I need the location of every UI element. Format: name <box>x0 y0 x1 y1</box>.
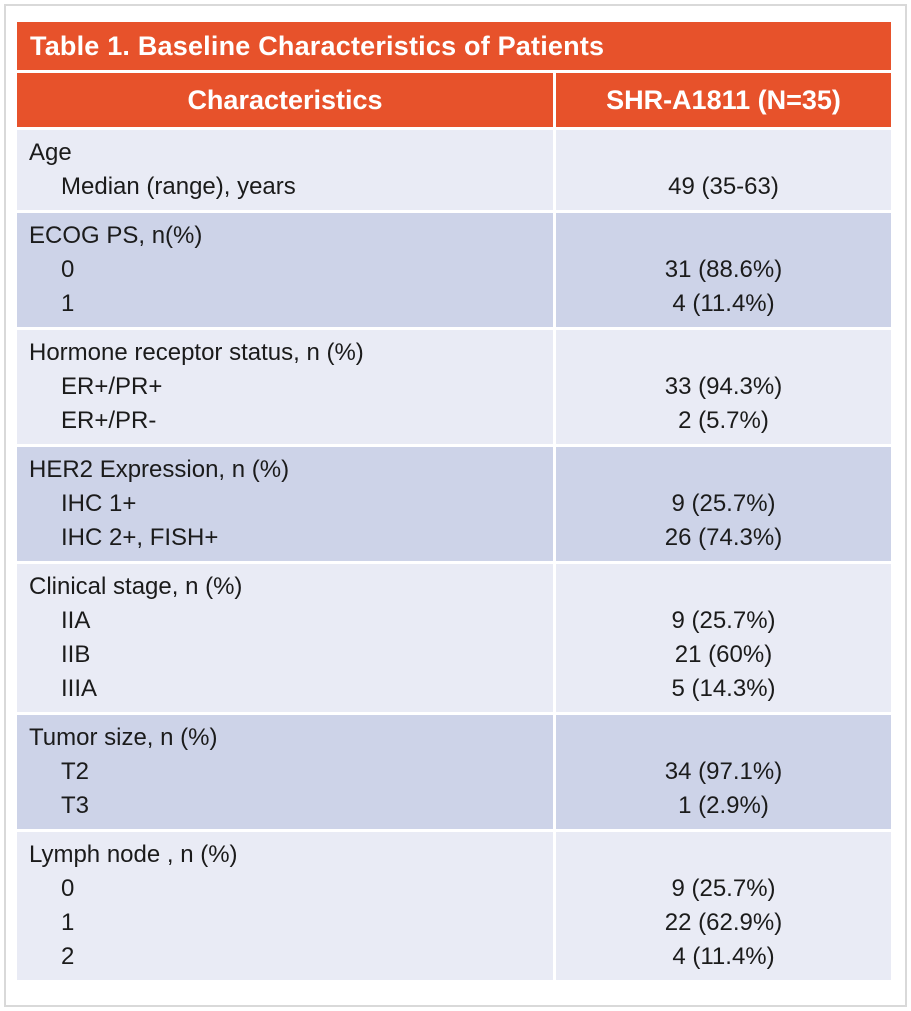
value-spacer <box>556 838 891 872</box>
table-section: Lymph node , n (%) 0 1 2 9 (25.7%) 22 (62.9%)… <box>17 832 891 980</box>
characteristic-column: Hormone receptor status, n (%) ER+/PR+ ER+… <box>17 330 553 444</box>
row-label: T3 <box>61 792 90 819</box>
section-label: HER2 Expression, n (%) <box>29 456 290 483</box>
table-section: ECOG PS, n(%) 0 1 31 (88.6%) 4 (11.4%) <box>17 213 891 327</box>
value-column: 9 (25.7%) 22 (62.9%) 4 (11.4%) <box>556 832 891 980</box>
value-column: 9 (25.7%) 21 (60%) 5 (14.3%) <box>556 564 891 712</box>
section-label: Clinical stage, n (%) <box>29 573 243 600</box>
row-value: 34 (97.1%) <box>664 758 783 785</box>
value-column: 31 (88.6%) 4 (11.4%) <box>556 213 891 327</box>
row-value: 49 (35-63) <box>668 173 779 200</box>
table-section: Tumor size, n (%) T2 T3 34 (97.1%) 1 (2.9%) <box>17 715 891 829</box>
section-label: Tumor size, n (%) <box>29 724 218 751</box>
row-label: IHC 1+ <box>61 490 137 517</box>
row-label: T2 <box>61 758 90 785</box>
section-label: ECOG PS, n(%) <box>29 222 203 249</box>
row-label: 1 <box>61 909 75 936</box>
characteristic-column: HER2 Expression, n (%) IHC 1+ IHC 2+, FISH… <box>17 447 553 561</box>
baseline-characteristics-table: Table 1. Baseline Characteristics of Pat… <box>17 22 891 980</box>
characteristic-column: Clinical stage, n (%) IIA IIB IIIA <box>17 564 553 712</box>
header-cell-characteristics: Characteristics <box>17 73 553 127</box>
row-label: IHC 2+, FISH+ <box>61 524 219 551</box>
table-body: Age Median (range), years 49 (35-63) ECOG P… <box>17 130 891 980</box>
row-label: ER+/PR+ <box>61 373 163 400</box>
table-section: HER2 Expression, n (%) IHC 1+ IHC 2+, FISH… <box>17 447 891 561</box>
row-value: 31 (88.6%) <box>664 256 783 283</box>
value-spacer <box>556 570 891 604</box>
row-label: IIA <box>61 607 91 634</box>
value-column: 49 (35-63) <box>556 130 891 210</box>
row-value: 2 (5.7%) <box>678 407 769 434</box>
row-value: 33 (94.3%) <box>664 373 783 400</box>
value-spacer <box>556 219 891 253</box>
section-label: Age <box>29 139 72 166</box>
row-value: 26 (74.3%) <box>664 524 783 551</box>
value-column: 9 (25.7%) 26 (74.3%) <box>556 447 891 561</box>
characteristic-column: Age Median (range), years <box>17 130 553 210</box>
header-cell-shr-a1811: SHR-A1811 (N=35) <box>556 73 891 127</box>
value-spacer <box>556 721 891 755</box>
row-value: 5 (14.3%) <box>671 675 776 702</box>
row-label: IIIA <box>61 675 98 702</box>
row-value: 22 (62.9%) <box>664 909 783 936</box>
row-value: 9 (25.7%) <box>671 875 776 902</box>
value-column: 33 (94.3%) 2 (5.7%) <box>556 330 891 444</box>
row-label: 0 <box>61 256 75 283</box>
row-label: ER+/PR- <box>61 407 157 434</box>
table-title: Table 1. Baseline Characteristics of Pat… <box>30 30 605 61</box>
value-spacer <box>556 453 891 487</box>
row-label: Median (range), years <box>61 173 296 200</box>
row-value: 4 (11.4%) <box>672 943 775 970</box>
table-section: Clinical stage, n (%) IIA IIB IIIA 9 (25.7%)… <box>17 564 891 712</box>
row-value: 9 (25.7%) <box>671 607 776 634</box>
row-value: 4 (11.4%) <box>672 290 775 317</box>
value-spacer <box>556 136 891 170</box>
table-section: Age Median (range), years 49 (35-63) <box>17 130 891 210</box>
section-label: Hormone receptor status, n (%) <box>29 339 364 366</box>
value-column: 34 (97.1%) 1 (2.9%) <box>556 715 891 829</box>
table-header-row: Characteristics SHR-A1811 (N=35) <box>17 73 891 127</box>
section-label: Lymph node , n (%) <box>29 841 238 868</box>
table-section: Hormone receptor status, n (%) ER+/PR+ ER+… <box>17 330 891 444</box>
value-spacer <box>556 336 891 370</box>
row-label: 0 <box>61 875 75 902</box>
row-label: IIB <box>61 641 91 668</box>
table-title-bar: Table 1. Baseline Characteristics of Pat… <box>17 22 891 70</box>
row-label: 2 <box>61 943 75 970</box>
row-value: 1 (2.9%) <box>678 792 769 819</box>
characteristic-column: Lymph node , n (%) 0 1 2 <box>17 832 553 980</box>
row-label: 1 <box>61 290 75 317</box>
characteristic-column: ECOG PS, n(%) 0 1 <box>17 213 553 327</box>
row-value: 9 (25.7%) <box>671 490 776 517</box>
row-value: 21 (60%) <box>674 641 773 668</box>
characteristic-column: Tumor size, n (%) T2 T3 <box>17 715 553 829</box>
